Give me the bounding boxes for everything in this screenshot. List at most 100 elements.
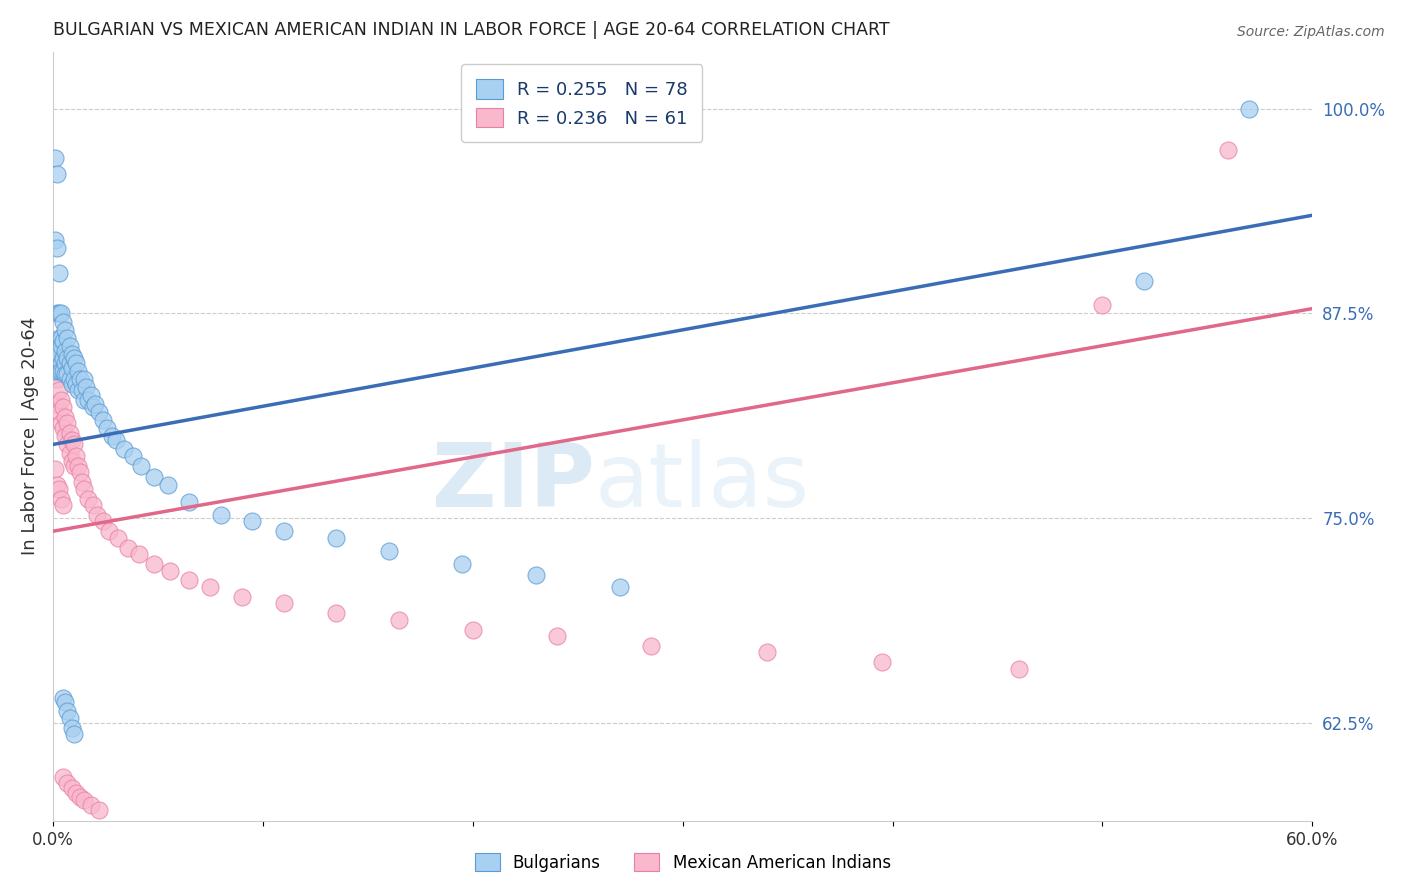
Point xyxy=(52,400,75,414)
Point xyxy=(159,564,181,578)
Point xyxy=(52,351,75,365)
Point xyxy=(273,524,295,539)
Point xyxy=(1091,298,1114,312)
Point xyxy=(45,478,67,492)
Point xyxy=(45,339,67,353)
Point xyxy=(65,449,87,463)
Legend: Bulgarians, Mexican American Indians: Bulgarians, Mexican American Indians xyxy=(468,847,897,879)
Point xyxy=(209,508,232,522)
Point xyxy=(524,568,547,582)
Point xyxy=(60,433,83,447)
Point xyxy=(62,727,84,741)
Point xyxy=(58,339,80,353)
Point xyxy=(273,596,295,610)
Point xyxy=(77,393,100,408)
Point xyxy=(73,793,96,807)
Point xyxy=(69,466,91,480)
Text: Source: ZipAtlas.com: Source: ZipAtlas.com xyxy=(1237,25,1385,39)
Point xyxy=(325,606,347,620)
Point xyxy=(121,449,143,463)
Point xyxy=(82,498,104,512)
Point xyxy=(73,393,96,408)
Point xyxy=(60,360,83,375)
Point xyxy=(198,580,221,594)
Point xyxy=(62,458,84,473)
Point xyxy=(56,416,79,430)
Point xyxy=(52,691,75,706)
Point xyxy=(1218,143,1240,157)
Point xyxy=(45,241,67,255)
Point xyxy=(48,405,70,419)
Point xyxy=(117,541,139,555)
Point xyxy=(52,770,75,784)
Point xyxy=(44,233,66,247)
Point xyxy=(70,384,93,398)
Point xyxy=(62,351,84,365)
Point xyxy=(56,367,79,381)
Point xyxy=(179,574,201,588)
Point xyxy=(52,315,75,329)
Point xyxy=(451,557,474,571)
Point xyxy=(58,711,80,725)
Point xyxy=(53,344,76,359)
Point xyxy=(1133,274,1156,288)
Point xyxy=(546,629,568,643)
Point xyxy=(142,470,165,484)
Point xyxy=(87,803,110,817)
Point xyxy=(62,372,84,386)
Point xyxy=(83,396,105,410)
Point xyxy=(325,531,347,545)
Point xyxy=(640,639,662,653)
Point xyxy=(58,425,80,440)
Point xyxy=(129,458,152,473)
Point xyxy=(69,372,91,386)
Point xyxy=(48,384,70,398)
Point xyxy=(65,376,87,391)
Point xyxy=(48,482,70,496)
Point xyxy=(60,454,83,468)
Point xyxy=(461,623,484,637)
Text: ZIP: ZIP xyxy=(432,439,595,526)
Point xyxy=(52,498,75,512)
Point xyxy=(231,590,253,604)
Point xyxy=(53,409,76,424)
Point xyxy=(79,797,101,812)
Point xyxy=(45,167,67,181)
Point xyxy=(60,376,83,391)
Point xyxy=(44,151,66,165)
Point xyxy=(755,645,778,659)
Point xyxy=(44,347,66,361)
Point xyxy=(1007,662,1029,676)
Point xyxy=(62,437,84,451)
Point xyxy=(45,372,67,386)
Text: atlas: atlas xyxy=(595,439,810,526)
Point xyxy=(58,445,80,459)
Point xyxy=(73,482,96,496)
Point xyxy=(86,508,108,522)
Point xyxy=(49,364,72,378)
Point xyxy=(240,515,263,529)
Point xyxy=(45,306,67,320)
Point xyxy=(870,655,893,669)
Point xyxy=(75,380,97,394)
Point xyxy=(58,356,80,370)
Point xyxy=(69,789,91,804)
Point xyxy=(96,421,118,435)
Point xyxy=(1239,102,1261,116)
Point xyxy=(56,705,79,719)
Point xyxy=(58,372,80,386)
Point xyxy=(98,524,121,539)
Text: BULGARIAN VS MEXICAN AMERICAN INDIAN IN LABOR FORCE | AGE 20-64 CORRELATION CHAR: BULGARIAN VS MEXICAN AMERICAN INDIAN IN … xyxy=(52,21,890,39)
Point xyxy=(49,306,72,320)
Point xyxy=(56,331,79,345)
Point xyxy=(56,437,79,451)
Point xyxy=(82,400,104,414)
Point xyxy=(49,339,72,353)
Point xyxy=(44,364,66,378)
Point xyxy=(609,580,631,594)
Point xyxy=(107,531,129,545)
Point xyxy=(44,364,66,378)
Point xyxy=(142,557,165,571)
Point xyxy=(65,356,87,370)
Point xyxy=(52,421,75,435)
